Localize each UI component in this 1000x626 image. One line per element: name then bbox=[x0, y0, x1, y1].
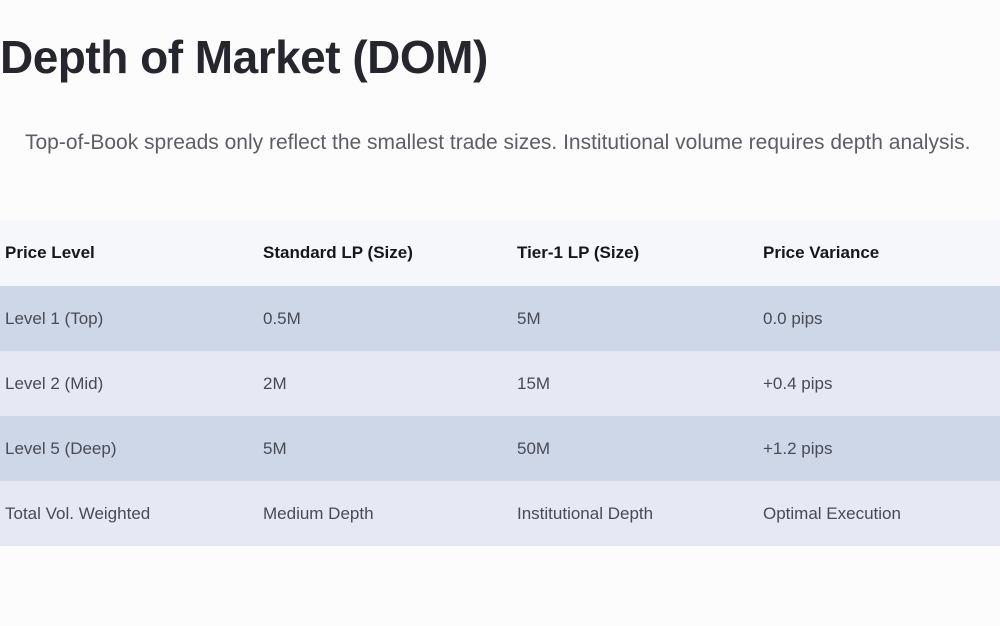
depth-of-market-table: Price Level Standard LP (Size) Tier-1 LP… bbox=[0, 220, 1000, 546]
cell-standard-lp: 2M bbox=[263, 373, 287, 393]
table-row: Level 5 (Deep) 5M 50M +1.2 pips bbox=[0, 416, 1000, 481]
table-header: Price Level Standard LP (Size) Tier-1 LP… bbox=[0, 220, 1000, 286]
cell-price-variance: +0.4 pips bbox=[763, 373, 833, 393]
table-row: Level 2 (Mid) 2M 15M +0.4 pips bbox=[0, 351, 1000, 416]
cell-price-level: Level 5 (Deep) bbox=[5, 438, 117, 458]
table-body: Level 1 (Top) 0.5M 5M 0.0 pips Level 2 (… bbox=[0, 286, 1000, 546]
cell-tier1-lp: 15M bbox=[517, 373, 551, 393]
cell-price-level: Level 1 (Top) bbox=[5, 308, 104, 328]
cell-tier1-lp: 5M bbox=[517, 308, 541, 328]
page-title: Depth of Market (DOM) bbox=[0, 31, 488, 83]
header-standard-lp: Standard LP (Size) bbox=[263, 243, 413, 262]
intro-paragraph: Top-of-Book spreads only reflect the sma… bbox=[25, 131, 971, 154]
table-row: Total Vol. Weighted Medium Depth Institu… bbox=[0, 481, 1000, 546]
cell-standard-lp: 0.5M bbox=[263, 308, 301, 328]
header-tier1-lp: Tier-1 LP (Size) bbox=[517, 243, 640, 262]
cell-price-variance: Optimal Execution bbox=[763, 503, 901, 523]
header-price-level: Price Level bbox=[5, 243, 95, 262]
cell-price-level: Total Vol. Weighted bbox=[5, 503, 151, 523]
cell-price-variance: 0.0 pips bbox=[763, 308, 823, 328]
cell-tier1-lp: 50M bbox=[517, 438, 551, 458]
cell-tier1-lp: Institutional Depth bbox=[517, 503, 654, 523]
cell-standard-lp: 5M bbox=[263, 438, 287, 458]
header-price-variance: Price Variance bbox=[763, 243, 880, 262]
cell-standard-lp: Medium Depth bbox=[263, 503, 374, 523]
cell-price-variance: +1.2 pips bbox=[763, 438, 833, 458]
table-row: Level 1 (Top) 0.5M 5M 0.0 pips bbox=[0, 286, 1000, 351]
header-row: Price Level Standard LP (Size) Tier-1 LP… bbox=[0, 220, 1000, 286]
cell-price-level: Level 2 (Mid) bbox=[5, 373, 104, 393]
